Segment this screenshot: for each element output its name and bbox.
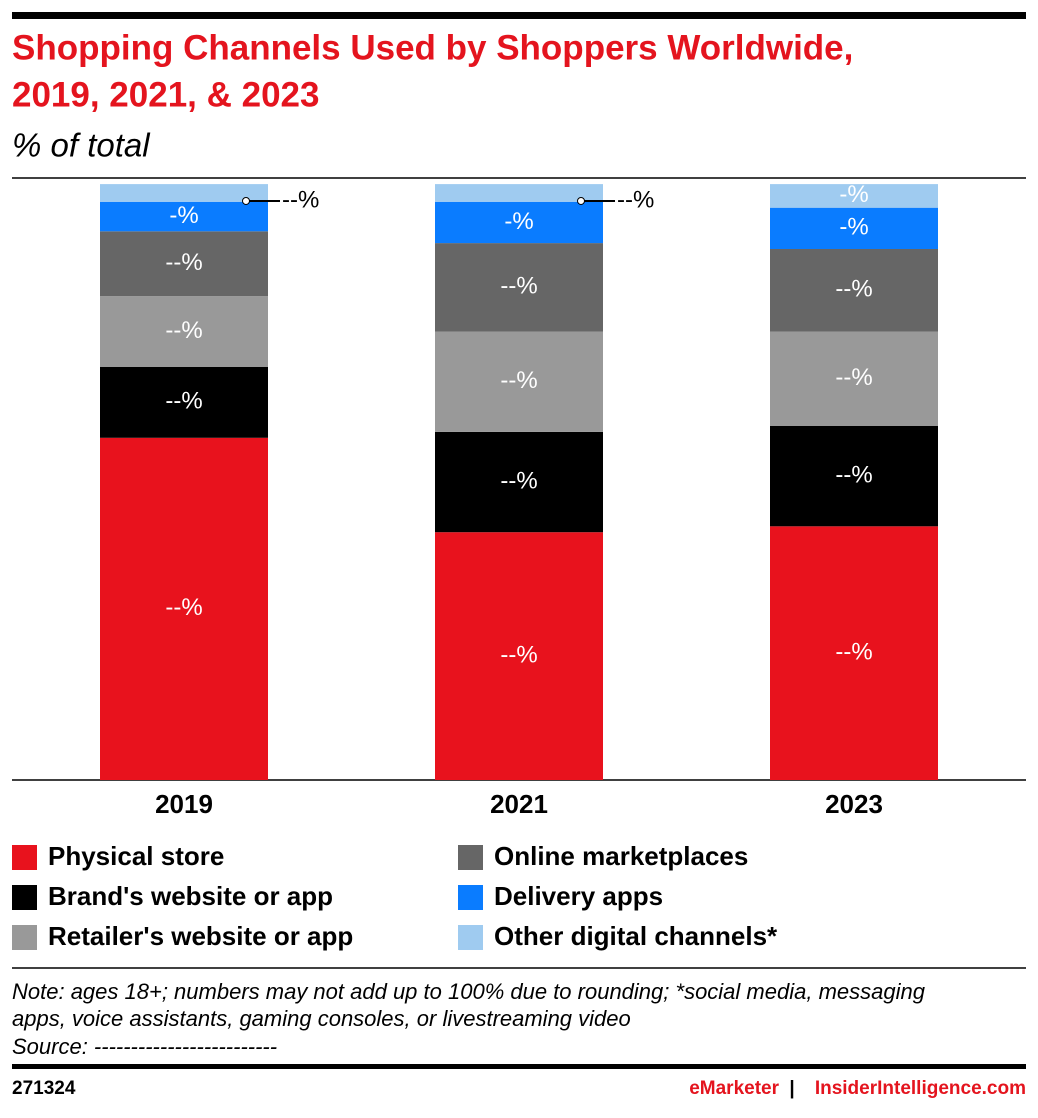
bar-segment (100, 367, 268, 438)
legend-swatch (12, 845, 37, 870)
value-label: --% (282, 186, 319, 213)
bar-segment (770, 426, 938, 527)
value-label: --% (835, 638, 872, 665)
legend-label: Online marketplaces (494, 841, 748, 871)
bar-segment (770, 184, 938, 208)
bar-segment (435, 431, 603, 533)
note: apps, voice assistants, gaming consoles,… (12, 1006, 631, 1031)
value-label: --% (500, 273, 537, 300)
x-tick-label: 2023 (825, 789, 883, 819)
chart-subtitle: % of total (12, 127, 151, 164)
value-label: --% (835, 364, 872, 391)
legend-swatch (12, 925, 37, 950)
value-label: --% (500, 367, 537, 394)
value-label: --% (835, 276, 872, 303)
legend-swatch (458, 885, 483, 910)
bar-segment (770, 249, 938, 332)
legend-label: Delivery apps (494, 881, 663, 911)
value-label: -% (839, 181, 868, 208)
value-label: --% (165, 388, 202, 415)
legend-swatch (458, 845, 483, 870)
value-label: -% (504, 208, 533, 235)
value-label: --% (835, 461, 872, 488)
top-rule (12, 12, 1026, 19)
value-label: --% (500, 467, 537, 494)
site: InsiderIntelligence.com (815, 1078, 1026, 1099)
separator: | (789, 1078, 794, 1099)
bar-segment (100, 201, 268, 232)
bar-segment (435, 532, 603, 780)
bar-segment (435, 201, 603, 244)
bar-segment (100, 437, 268, 780)
legend-label: Retailer's website or app (48, 921, 353, 951)
bottom-rule (12, 1064, 1026, 1069)
note: Note: ages 18+; numbers may not add up t… (12, 979, 926, 1004)
bar-segment (100, 296, 268, 367)
legend-swatch (458, 925, 483, 950)
brand: eMarketer (689, 1078, 779, 1099)
bar-segment (100, 184, 268, 202)
bar-segment (770, 331, 938, 426)
x-tick-label: 2021 (490, 789, 548, 819)
value-label: --% (500, 641, 537, 668)
legend-label: Brand's website or app (48, 881, 333, 911)
value-label: --% (617, 186, 654, 213)
value-label: --% (165, 249, 202, 276)
bar-segment (100, 231, 268, 297)
value-label: --% (165, 594, 202, 621)
legend-swatch (12, 885, 37, 910)
leader-dot (577, 196, 585, 205)
leader-dot (242, 196, 250, 205)
legend-label: Physical store (48, 841, 224, 871)
chart-id: 271324 (12, 1078, 76, 1099)
legend-label: Other digital channels* (494, 921, 778, 951)
chart-title: 2019, 2021, & 2023 (12, 75, 319, 114)
bar-segment (435, 243, 603, 332)
chart-title: Shopping Channels Used by Shoppers World… (12, 28, 853, 67)
value-label: --% (165, 317, 202, 344)
bar-segment (435, 331, 603, 432)
bar-segment (770, 207, 938, 249)
source: Source: ------------------------- (12, 1034, 277, 1059)
value-label: -% (169, 202, 198, 229)
x-tick-label: 2019 (155, 789, 213, 819)
value-label: -% (839, 214, 868, 241)
bar-segment (435, 184, 603, 202)
bar-segment (770, 526, 938, 780)
